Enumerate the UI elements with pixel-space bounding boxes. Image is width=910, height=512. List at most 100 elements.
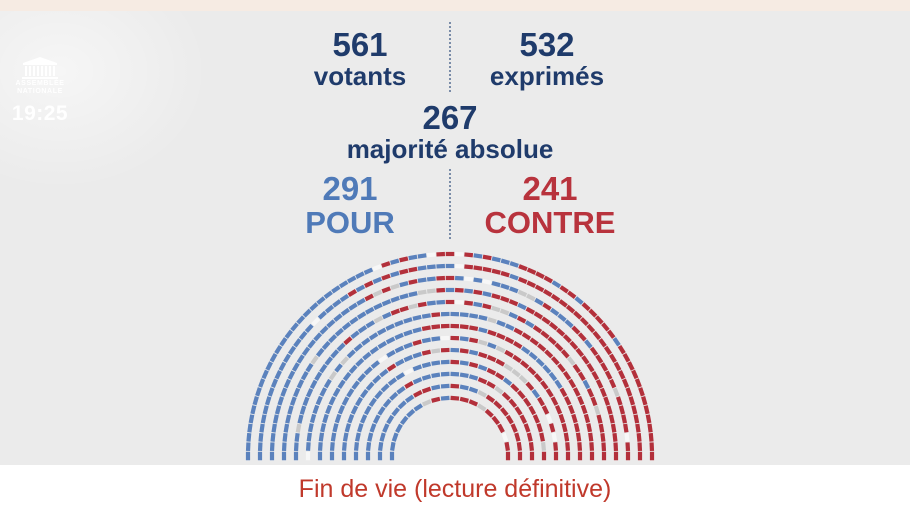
seat-mark (431, 324, 441, 330)
seat-mark (491, 293, 501, 300)
seat-mark (421, 386, 432, 394)
seat-mark (554, 405, 563, 415)
seat-mark (399, 293, 409, 300)
seat-mark (499, 407, 509, 417)
seat-mark (565, 451, 571, 461)
seat-mark (509, 273, 519, 281)
seat-mark (473, 265, 483, 271)
seat-mark (408, 291, 418, 298)
seat-mark (386, 363, 397, 372)
seat-mark (534, 297, 544, 306)
seat-mark (586, 388, 595, 398)
seat-mark (610, 423, 617, 433)
seat-mark (389, 391, 399, 401)
seat-mark (279, 337, 288, 347)
seat-mark (342, 371, 352, 382)
seat-mark (326, 319, 336, 329)
seat-mark (355, 396, 363, 407)
seat-mark (524, 320, 535, 329)
seat-mark (450, 383, 460, 389)
contre-label: CONTRE (484, 205, 616, 240)
seat-mark (503, 363, 514, 372)
seat-mark (395, 423, 403, 434)
seat-mark (464, 300, 474, 306)
seat-mark (649, 451, 655, 461)
seat-mark (391, 432, 399, 442)
seat-mark (484, 408, 494, 418)
pour-stat: 291 POUR (285, 172, 415, 238)
seat-mark (550, 356, 560, 366)
seat-mark (510, 423, 518, 433)
seat-mark (586, 423, 593, 433)
exprimes-label: exprimés (489, 61, 605, 91)
seat-mark (505, 323, 515, 331)
seat-mark (545, 414, 553, 424)
seat-mark (573, 423, 580, 433)
majorite-label: majorité absolue (346, 134, 554, 164)
seat-mark (494, 386, 504, 395)
seat-mark (267, 387, 275, 397)
seat-mark (612, 432, 618, 442)
seat-mark (571, 325, 581, 335)
seat-mark (403, 317, 413, 324)
seat-mark (487, 342, 497, 350)
seat-mark (417, 301, 427, 308)
seat-mark (459, 396, 469, 403)
seat-mark (468, 386, 479, 394)
seat-mark (426, 288, 436, 294)
seat-mark (305, 362, 314, 373)
hemicycle-seat-chart (245, 251, 655, 461)
seat-mark (436, 263, 446, 269)
seat-mark (377, 441, 384, 451)
seat-mark (564, 319, 574, 329)
seat-mark (533, 311, 544, 320)
seat-mark (399, 305, 409, 313)
seat-mark (487, 329, 497, 337)
seat-mark (551, 280, 562, 289)
seat-mark (493, 400, 503, 410)
seat-mark (293, 338, 302, 348)
seat-mark (417, 277, 427, 283)
seat-mark (628, 396, 636, 406)
seat-mark (372, 289, 383, 298)
seat-mark (440, 311, 450, 317)
seat-mark (528, 405, 537, 416)
seat-mark (504, 349, 514, 358)
seat-mark (399, 256, 409, 263)
seat-mark (526, 267, 537, 275)
seat-mark (600, 362, 609, 372)
seat-mark (551, 432, 558, 442)
seat-mark (528, 351, 538, 361)
seat-mark (477, 377, 488, 385)
seat-mark (581, 355, 590, 365)
seat-mark (357, 325, 368, 334)
seat-mark (469, 325, 479, 331)
seat-mark (464, 276, 474, 282)
seat-mark (516, 315, 527, 324)
seat-mark (261, 369, 269, 380)
seat-mark (328, 334, 338, 344)
seat-mark (600, 432, 606, 442)
seat-mark (309, 302, 319, 312)
seat-mark (330, 432, 337, 442)
seat-mark (577, 451, 583, 461)
seat-mark (364, 293, 374, 302)
seat-mark (341, 321, 352, 331)
seat-mark (468, 349, 479, 356)
seat-mark (541, 316, 551, 325)
seat-mark (553, 442, 559, 451)
seat-mark (608, 414, 615, 424)
seat-mark (417, 253, 427, 259)
seat-mark (332, 299, 342, 308)
vote-title: Fin de vie (lecture définitive) (298, 475, 612, 503)
seat-mark (361, 337, 371, 346)
seat-mark (627, 361, 635, 371)
seat-mark (577, 371, 586, 382)
seat-mark (431, 312, 441, 318)
seat-mark (355, 271, 365, 279)
seat-mark (596, 414, 603, 424)
seat-mark (341, 442, 347, 451)
seat-mark (514, 406, 523, 416)
seat-mark (364, 280, 374, 288)
seat-mark (473, 253, 483, 259)
